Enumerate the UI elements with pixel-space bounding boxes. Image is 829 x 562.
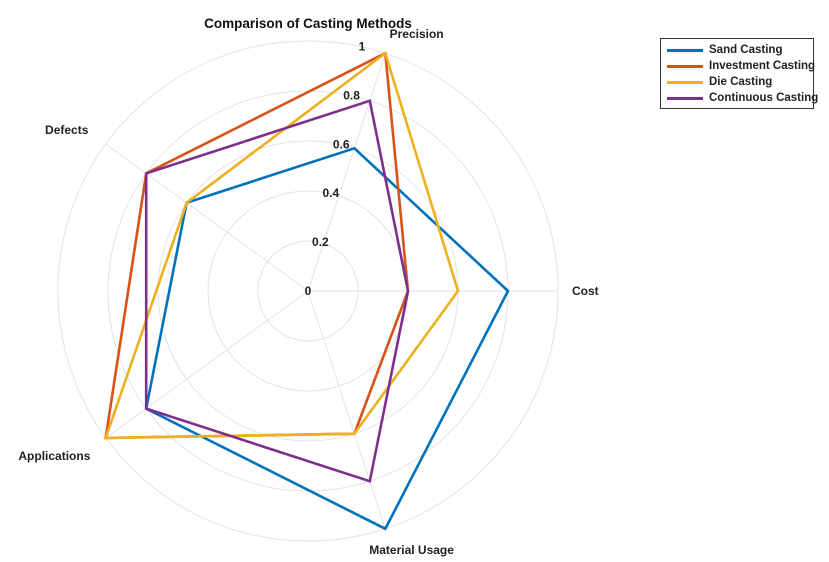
legend-label: Continuous Casting (709, 92, 819, 104)
legend-swatch (667, 48, 703, 52)
legend-label: Die Casting (709, 76, 773, 88)
legend-item-sand-casting: Sand Casting (667, 42, 807, 58)
axis-spoke (307, 290, 386, 529)
legend-item-die-casting: Die Casting (667, 74, 807, 90)
axis-label-applications: Applications (18, 449, 90, 463)
axis-spoke (307, 53, 386, 292)
axis-spokes (105, 53, 558, 529)
radial-tick-label: 0.6 (333, 137, 350, 151)
legend-swatch (667, 80, 703, 84)
chart-title: Comparison of Casting Methods (204, 16, 412, 31)
axis-label-cost: Cost (572, 284, 599, 298)
legend: Sand Casting Investment Casting Die Cast… (660, 38, 818, 109)
legend-swatch (667, 96, 703, 100)
axis-label-defects: Defects (45, 123, 89, 137)
radial-tick-label: 0.2 (312, 235, 329, 249)
legend-item-investment-casting: Investment Casting (667, 58, 815, 74)
axis-spoke (105, 143, 309, 292)
legend-item-continuous-casting: Continuous Casting (667, 90, 818, 106)
axis-spoke (105, 290, 309, 439)
axis-label-precision: Precision (390, 27, 444, 41)
axis-label-material-usage: Material Usage (369, 543, 454, 557)
legend-swatch (667, 64, 703, 68)
radial-tick-label: 0 (305, 284, 312, 298)
legend-label: Sand Casting (709, 44, 783, 56)
series-line-continuous-casting (144, 99, 410, 483)
series-line-investment-casting (104, 51, 410, 440)
series-line-sand-casting (144, 146, 510, 531)
series-line-die-casting (103, 51, 460, 440)
radial-tick-label: 0.4 (322, 186, 339, 200)
axis-labels: Cost Precision Defects Applications Material… (18, 27, 598, 557)
legend-label: Investment Casting (709, 60, 816, 72)
radial-tick-label: 0.8 (343, 88, 360, 102)
radial-tick-labels: 0 0.2 0.4 0.6 0.8 1 (305, 40, 366, 299)
radial-tick-label: 1 (359, 40, 366, 54)
series-lines (103, 51, 510, 531)
